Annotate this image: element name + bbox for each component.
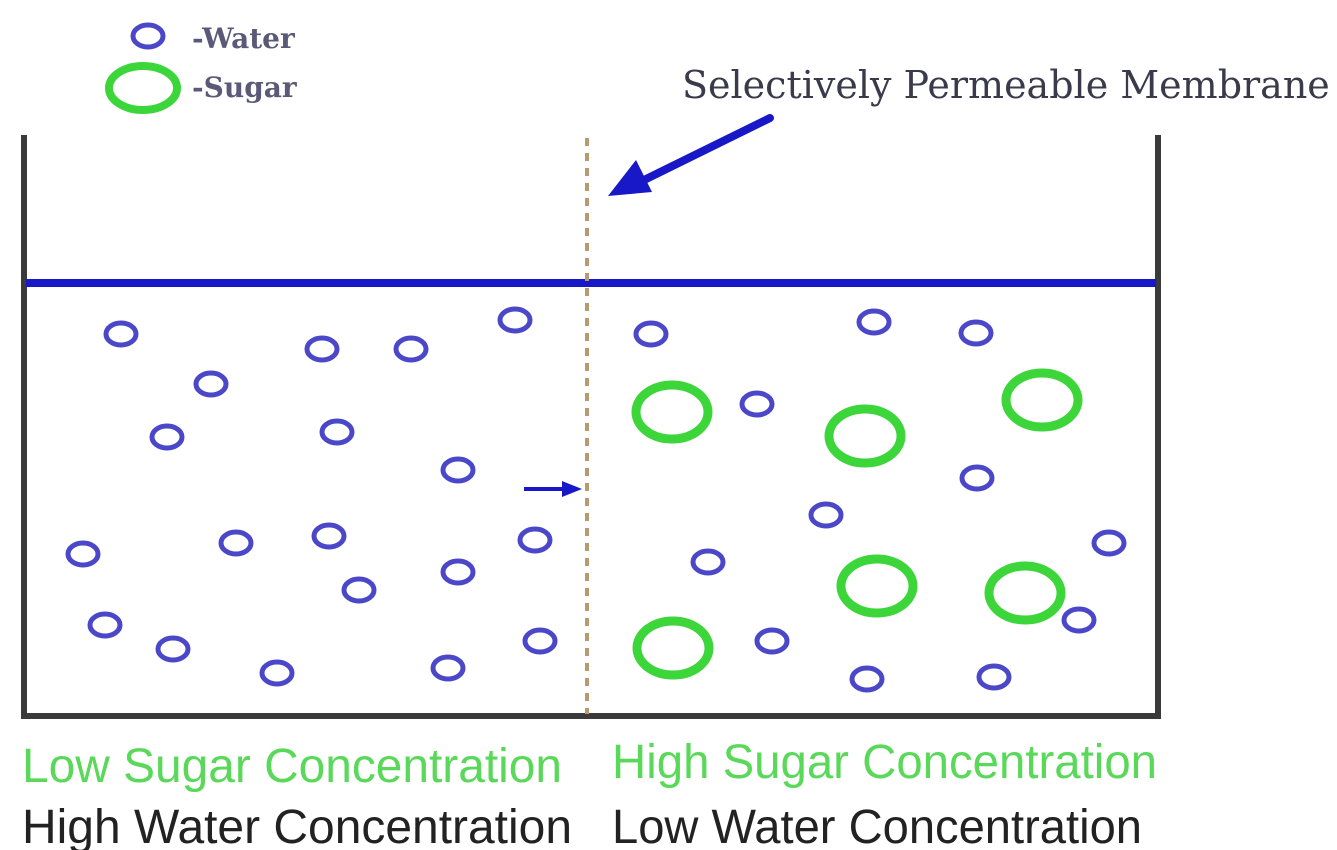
water-molecule: [690, 548, 726, 576]
sugar-molecules: [631, 368, 1083, 680]
left-water-molecules: [65, 306, 558, 687]
water-molecule: [808, 501, 844, 529]
left-sugar-caption: Low Sugar Concentration: [22, 740, 562, 793]
water-molecule: [959, 464, 995, 492]
water-molecule: [341, 576, 377, 604]
water-molecule: [522, 627, 558, 655]
water-molecule: [633, 320, 669, 348]
right-water-caption: Low Water Concentration: [612, 801, 1142, 850]
water-molecule: [517, 526, 553, 554]
membrane-label: Selectively Permeable Membrane: [682, 63, 1330, 107]
water-molecule: [1061, 606, 1097, 634]
sugar-molecule: [836, 554, 918, 618]
legend: -Water -Sugar: [105, 22, 298, 114]
water-molecule: [155, 635, 191, 663]
water-molecule: [754, 627, 790, 655]
water-molecule: [739, 390, 775, 418]
water-flow-arrow: [524, 481, 582, 497]
water-molecule: [87, 611, 123, 639]
container: [21, 135, 1161, 719]
water-molecule: [304, 335, 340, 363]
legend-water-label: -Water: [192, 22, 296, 55]
sugar-molecule: [984, 561, 1066, 625]
membrane-pointer-arrow: [608, 114, 774, 196]
water-molecule: [311, 522, 347, 550]
sugar-molecule: [631, 380, 713, 444]
water-molecule: [218, 529, 254, 557]
water-molecule: [440, 456, 476, 484]
water-molecule: [976, 663, 1012, 691]
water-molecule: [103, 320, 139, 348]
legend-water-icon: [130, 22, 166, 50]
water-molecule: [849, 665, 885, 693]
water-molecule: [259, 659, 295, 687]
right-sugar-caption: High Sugar Concentration: [612, 736, 1157, 789]
water-molecule: [856, 308, 892, 336]
left-water-caption: High Water Concentration: [22, 801, 572, 850]
legend-sugar-icon: [105, 62, 181, 114]
water-molecule: [958, 319, 994, 347]
water-molecule: [149, 423, 185, 451]
water-molecule: [497, 306, 533, 334]
water-molecule: [319, 418, 355, 446]
sugar-molecule: [824, 404, 906, 468]
water-molecule: [393, 335, 429, 363]
water-molecule: [193, 370, 229, 398]
water-molecule: [1091, 529, 1127, 557]
water-molecule: [440, 558, 476, 586]
right-water-molecules: [633, 308, 1127, 693]
legend-sugar-label: -Sugar: [192, 71, 298, 104]
water-molecule: [65, 540, 101, 568]
sugar-molecule: [1001, 368, 1083, 432]
water-molecule: [430, 654, 466, 682]
sugar-molecule: [632, 616, 714, 680]
